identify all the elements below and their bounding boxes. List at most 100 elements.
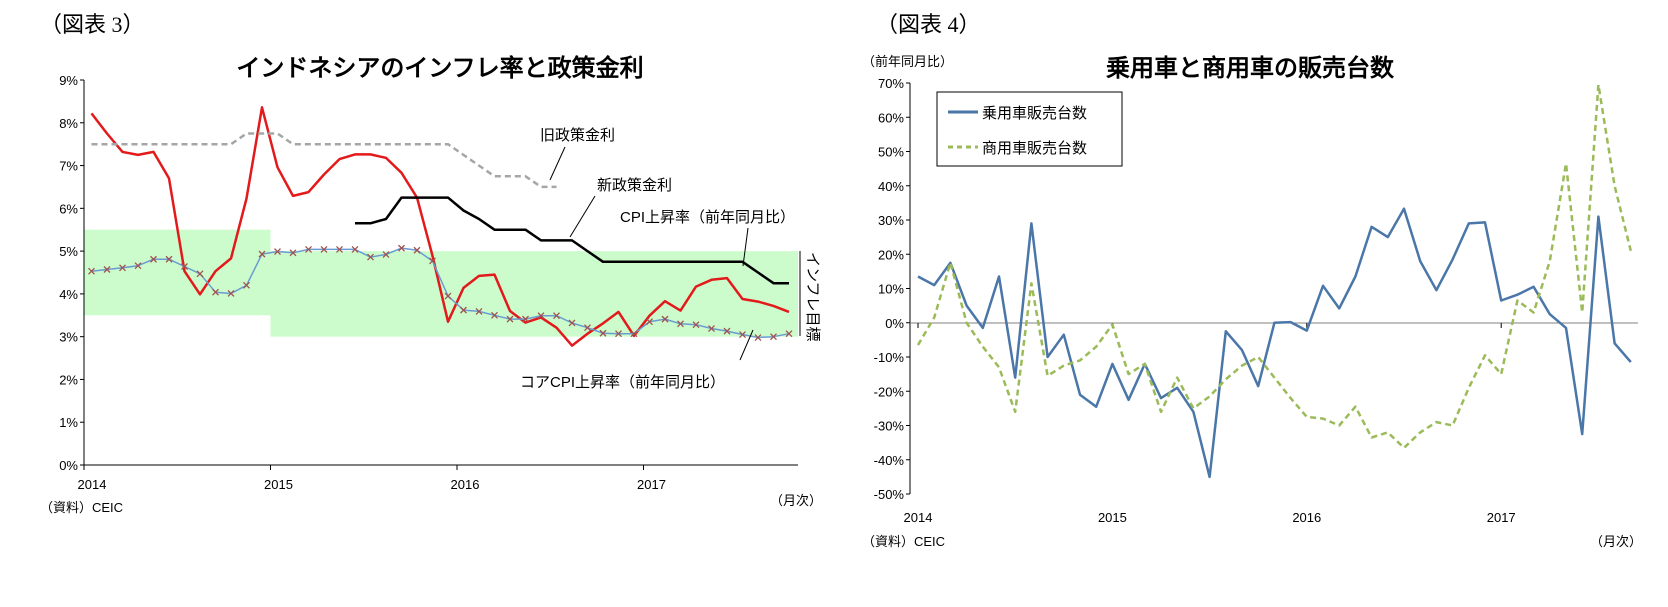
data-point-marker xyxy=(444,292,452,300)
source-note: （資料）CEIC xyxy=(40,500,123,515)
y-tick-label: 8% xyxy=(59,116,78,131)
data-point-marker xyxy=(134,262,142,270)
label-new-policy-rate: 新政策金利 xyxy=(597,177,672,194)
data-point-marker xyxy=(615,330,622,338)
data-point-marker xyxy=(646,318,653,326)
x-tick-label: 2014 xyxy=(78,477,107,492)
data-point-marker xyxy=(88,267,95,275)
y-tick-label: 7% xyxy=(59,159,78,174)
y-tick-label: 70% xyxy=(878,76,904,91)
y-tick-label: 1% xyxy=(59,415,78,430)
arrow-old-policy-rate xyxy=(549,146,566,181)
data-point-marker xyxy=(227,290,235,297)
data-point-marker xyxy=(723,327,731,335)
y-tick-label: 6% xyxy=(59,201,78,216)
x-tick-label: 2014 xyxy=(904,510,933,525)
y-tick-label: 4% xyxy=(59,287,78,302)
data-point-marker xyxy=(289,249,297,257)
data-point-marker xyxy=(243,281,250,289)
data-point-marker xyxy=(150,255,157,263)
data-point-marker xyxy=(475,307,483,315)
label-core-cpi: コアCPI上昇率（前年同月比） xyxy=(520,374,725,391)
data-point-marker xyxy=(351,245,359,253)
y-tick-label: 30% xyxy=(878,213,904,228)
legend: 乗用車販売台数 商用車販売台数 xyxy=(936,91,1123,167)
data-point-marker xyxy=(630,330,638,338)
y-tick-label: 3% xyxy=(59,330,78,345)
data-point-marker xyxy=(320,245,328,253)
y-tick-label: 0% xyxy=(885,316,904,331)
series-line-3 xyxy=(355,196,789,285)
data-point-marker xyxy=(491,311,498,319)
y-tick-label: 5% xyxy=(59,244,78,259)
data-point-marker xyxy=(103,266,111,273)
series-line-0 xyxy=(917,207,1632,479)
y-tick-label: -50% xyxy=(874,487,905,502)
legend-label-commercial: 商用車販売台数 xyxy=(982,140,1087,157)
y-tick-label: 10% xyxy=(878,282,904,297)
data-point-marker xyxy=(336,245,343,253)
y-tick-label: -30% xyxy=(874,419,905,434)
data-point-marker xyxy=(181,263,188,270)
legend-box xyxy=(936,91,1123,167)
data-point-marker xyxy=(382,251,390,258)
data-point-marker xyxy=(165,255,173,263)
data-point-marker xyxy=(708,325,715,332)
series-line-1 xyxy=(916,83,1633,450)
y-tick-label: 20% xyxy=(878,247,904,262)
arrow-cpi xyxy=(742,227,749,267)
data-point-marker xyxy=(367,253,374,261)
x-tick-label: 2016 xyxy=(1292,510,1321,525)
x-tick-label: 2015 xyxy=(1098,510,1127,525)
figure-label-3: （図表 3） xyxy=(40,12,145,37)
arrow-core-cpi xyxy=(739,329,754,361)
inflation-target-band xyxy=(84,229,271,316)
data-point-marker xyxy=(661,315,669,323)
arrow-new-policy-rate xyxy=(569,195,596,238)
data-point-marker xyxy=(739,331,746,338)
data-point-marker xyxy=(196,270,204,278)
data-point-marker xyxy=(677,320,684,328)
y-tick-label: 0% xyxy=(59,458,78,473)
figure-label-4: （図表 4） xyxy=(876,12,981,37)
label-cpi: CPI上昇率（前年同月比） xyxy=(620,209,795,226)
y-tick-label: -40% xyxy=(874,453,905,468)
data-point-marker xyxy=(506,315,514,323)
data-point-marker xyxy=(119,264,126,272)
data-point-marker xyxy=(460,306,467,314)
y-axis-unit: （前年同月比） xyxy=(862,54,953,69)
data-point-marker xyxy=(537,312,545,320)
data-point-marker xyxy=(413,246,421,254)
data-point-marker xyxy=(553,312,560,320)
y-tick-label: 50% xyxy=(878,145,904,160)
y-tick-label: -10% xyxy=(874,350,905,365)
data-point-marker xyxy=(305,245,312,253)
data-point-marker xyxy=(258,250,266,258)
y-tick-label: 60% xyxy=(878,110,904,125)
data-point-marker xyxy=(398,244,405,252)
x-unit-label: （月次） xyxy=(770,493,822,508)
data-point-marker xyxy=(429,257,436,265)
data-point-marker xyxy=(599,329,607,337)
y-tick-label: -20% xyxy=(874,384,905,399)
inflation-target-band xyxy=(270,251,798,337)
legend-label-passenger: 乗用車販売台数 xyxy=(982,105,1087,122)
series-line-1 xyxy=(91,247,790,339)
data-point-marker xyxy=(212,288,219,296)
y-tick-label: 9% xyxy=(59,73,78,88)
data-point-marker xyxy=(692,321,700,329)
chart-title: インドネシアのインフレ率と政策金利 xyxy=(236,54,643,82)
x-unit-label: （月次） xyxy=(1590,534,1642,549)
label-inflation-target: インフレ目標 xyxy=(804,252,821,342)
data-point-marker xyxy=(274,248,281,255)
chart-title: 乗用車と商用車の販売台数 xyxy=(1106,54,1395,82)
annotations: 旧政策金利 新政策金利 CPI上昇率（前年同月比） コアCPI上昇率（前年同月比… xyxy=(520,127,821,391)
label-old-policy-rate: 旧政策金利 xyxy=(540,127,615,144)
series-line-2 xyxy=(91,132,557,189)
data-point-marker xyxy=(754,334,762,341)
y-tick-label: 2% xyxy=(59,372,78,387)
x-tick-label: 2016 xyxy=(451,477,480,492)
data-point-marker xyxy=(568,319,576,327)
data-point-marker xyxy=(522,315,529,323)
